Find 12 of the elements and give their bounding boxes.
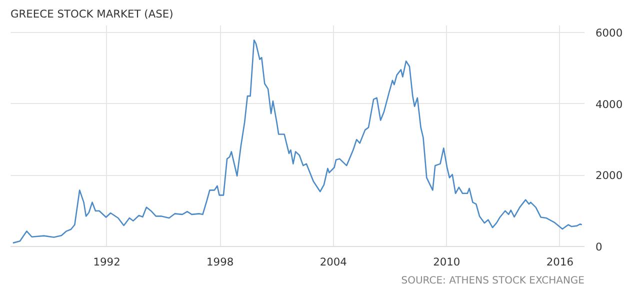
x-tick-label: 1998 <box>206 256 234 268</box>
source-note: SOURCE: ATHENS STOCK EXCHANGE <box>401 276 584 286</box>
x-tick-label: 1992 <box>93 256 120 268</box>
y-tick-label: 6000 <box>596 26 623 40</box>
x-tick-label: 2016 <box>546 256 574 268</box>
line-series <box>12 39 583 244</box>
x-tick-label: 2010 <box>433 256 460 268</box>
x-tick-label: 2004 <box>320 256 348 268</box>
y-tick-label: 0 <box>596 240 602 254</box>
y-tick-label: 2000 <box>596 169 623 182</box>
y-tick-label: 4000 <box>596 98 623 111</box>
chart-title: GREECE STOCK MARKET (ASE) <box>10 8 174 20</box>
